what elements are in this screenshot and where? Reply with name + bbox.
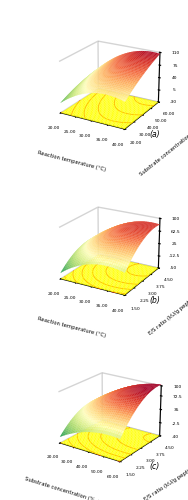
X-axis label: Substrate concentration (%, w/v): Substrate concentration (%, w/v): [24, 476, 109, 500]
Y-axis label: E/S ratio (kU/g peptides): E/S ratio (kU/g peptides): [148, 292, 188, 336]
X-axis label: Reaction temperature (°C): Reaction temperature (°C): [37, 150, 107, 172]
Y-axis label: Substrate concentration (%, w/v): Substrate concentration (%, w/v): [139, 118, 188, 177]
Text: (b): (b): [149, 296, 160, 306]
X-axis label: Reaction temperature (°C): Reaction temperature (°C): [37, 316, 107, 338]
Text: (c): (c): [149, 462, 160, 471]
Text: (a): (a): [149, 130, 160, 140]
Y-axis label: E/S ratio (kU/g peptides): E/S ratio (kU/g peptides): [143, 462, 188, 500]
